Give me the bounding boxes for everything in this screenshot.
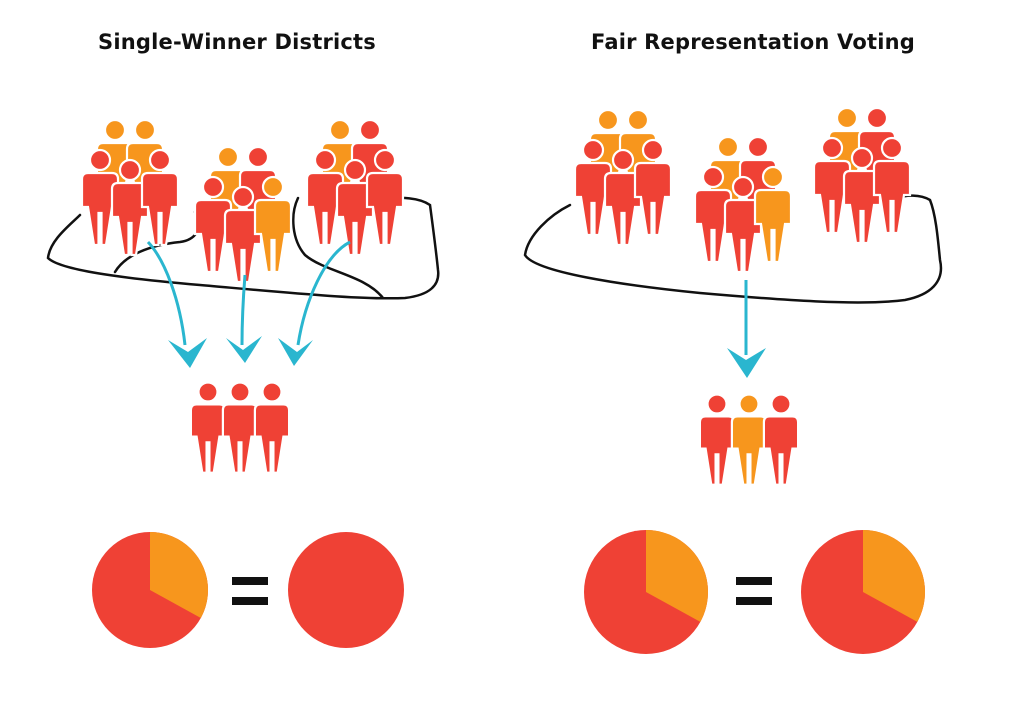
voter-group-3	[812, 106, 912, 245]
left-district-divider-2	[292, 196, 385, 300]
voter-orange	[753, 165, 793, 264]
voter-red	[80, 148, 120, 247]
voter-red	[812, 136, 852, 235]
voter-red	[633, 138, 673, 237]
voter-red	[872, 136, 912, 235]
left-arrowhead-1	[168, 338, 207, 368]
left-equals-sign	[232, 577, 268, 605]
right-arrowhead	[727, 348, 766, 378]
left-arrow-3	[296, 240, 351, 346]
right-panel-title: Fair Representation Voting	[591, 30, 915, 54]
right-vote-share-pie	[584, 530, 708, 654]
left-vote-share-pie	[92, 532, 208, 648]
winner-red	[253, 381, 291, 474]
right-arrows	[727, 280, 766, 378]
voter-group-2	[193, 145, 293, 284]
pie-slice-majority	[288, 532, 404, 648]
voter-group-3	[305, 118, 405, 257]
voter-red	[335, 158, 375, 257]
left-arrowhead-3	[278, 338, 313, 366]
left-arrows	[146, 240, 351, 346]
right-electorate	[573, 106, 912, 274]
voter-red	[305, 148, 345, 247]
pie-slice-minority	[863, 530, 925, 622]
voter-group-2	[693, 135, 793, 274]
voter-group-1	[573, 108, 673, 247]
winner-red	[189, 381, 227, 474]
voter-red	[365, 148, 405, 247]
voter-red	[573, 138, 613, 237]
left-arrow-1	[146, 240, 187, 346]
voter-group-1	[80, 118, 180, 257]
right-seat-share-pie	[801, 530, 925, 654]
pie-slice-minority	[646, 530, 708, 622]
left-arrow-2	[240, 274, 247, 346]
voter-red	[140, 148, 180, 247]
voter-red	[193, 175, 233, 274]
left-region-boundary	[46, 196, 440, 300]
voter-orange	[253, 175, 293, 274]
right-district-map	[523, 194, 943, 304]
left-panel-title: Single-Winner Districts	[98, 30, 376, 54]
left-arrowheads	[168, 336, 313, 368]
voter-red	[693, 165, 733, 264]
winner-red	[762, 393, 800, 486]
right-equals-sign	[736, 577, 772, 605]
winner-red	[698, 393, 736, 486]
left-seat-share-pie	[288, 532, 404, 648]
winner-orange	[730, 393, 768, 486]
left-electorate	[80, 118, 405, 284]
left-arrowhead-2	[226, 336, 262, 363]
pie-slice-minority	[150, 532, 208, 618]
left-winners	[189, 381, 291, 474]
winner-red	[221, 381, 259, 474]
right-winners	[698, 393, 800, 486]
right-region-boundary	[523, 194, 943, 304]
